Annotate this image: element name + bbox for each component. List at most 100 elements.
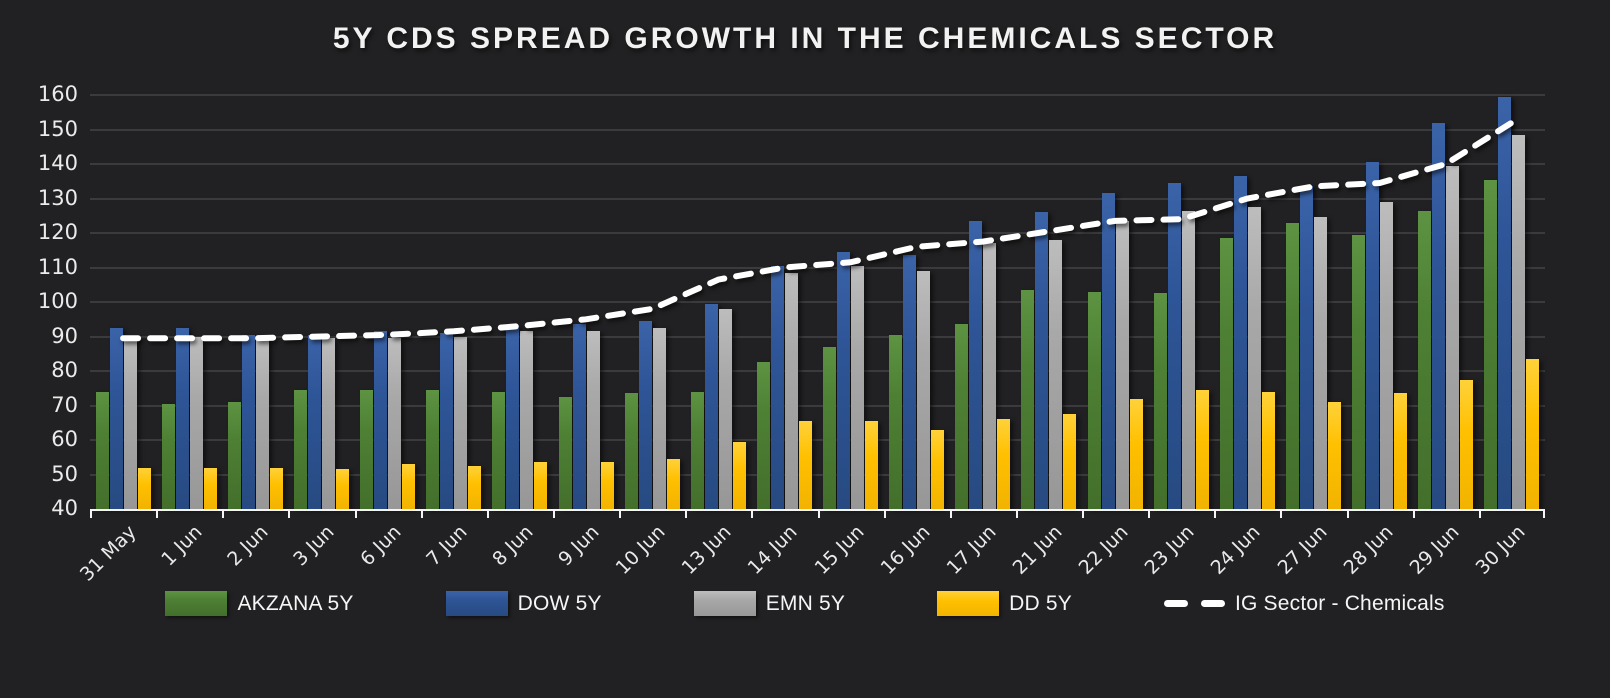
legend: AKZANA 5Y DOW 5Y EMN 5Y DD 5Y IG Sector - Ch… [0, 591, 1610, 616]
bar [997, 419, 1011, 509]
bar [1181, 210, 1195, 509]
legend-swatch [165, 591, 228, 616]
bar [586, 331, 600, 509]
bar [732, 441, 746, 509]
bar [1418, 210, 1432, 509]
bar [307, 334, 321, 509]
y-tick-label: 50 [51, 461, 78, 486]
legend-swatch [937, 591, 1000, 616]
y-tick-label: 60 [51, 427, 78, 451]
bar [1380, 201, 1394, 509]
x-axis-tick [222, 509, 225, 518]
bar [426, 389, 440, 509]
bar [558, 396, 572, 509]
y-tick-label: 100 [37, 289, 78, 313]
x-axis-tick [1148, 509, 1151, 518]
gridline [90, 335, 1545, 338]
bar [1460, 379, 1474, 509]
x-axis-tick [420, 509, 423, 518]
bar [506, 327, 520, 509]
bar [468, 465, 482, 509]
bar [203, 467, 217, 509]
x-axis-tick [1346, 509, 1349, 518]
bar [1247, 207, 1261, 509]
x-axis-tick [288, 509, 291, 518]
bar [690, 391, 704, 509]
gridline [90, 301, 1545, 303]
x-axis-tick [90, 509, 92, 518]
chart-title: 5Y CDS SPREAD GROWTH IN THE CHEMICALS SE… [332, 22, 1278, 55]
x-axis-tick [1082, 509, 1085, 518]
bar [718, 308, 732, 509]
gridline [90, 370, 1545, 372]
legend-swatch [693, 591, 756, 616]
y-tick-label: 90 [51, 323, 78, 348]
bar [600, 462, 614, 509]
x-axis-tick [1214, 509, 1217, 518]
bar [955, 324, 969, 509]
bar [1300, 186, 1314, 509]
legend-item: DD 5Y [937, 591, 1072, 616]
bar [269, 467, 283, 509]
x-axis-tick [1412, 509, 1415, 518]
y-tick-label: 150 [37, 116, 78, 141]
bar [175, 327, 189, 509]
bar [1352, 234, 1366, 509]
bar [1512, 134, 1526, 509]
bar [572, 324, 586, 509]
bar [770, 265, 784, 509]
gridline [90, 128, 1545, 131]
x-axis-tick [817, 509, 820, 518]
legend-label: IG Sector - Chemicals [1234, 591, 1445, 615]
x-axis-tick [1015, 509, 1018, 518]
bar [1101, 193, 1115, 509]
bar [865, 421, 879, 509]
bar [1314, 217, 1328, 509]
bar [335, 469, 349, 509]
bar [638, 320, 652, 509]
legend-dash-icon [1163, 600, 1225, 607]
bar [1063, 414, 1077, 509]
x-axis-tick [751, 509, 754, 518]
gridline [90, 404, 1545, 407]
bar [1446, 165, 1460, 509]
bar [1432, 122, 1446, 509]
x-axis-tick [1478, 509, 1481, 518]
gridline [90, 473, 1545, 476]
bar [851, 265, 865, 509]
bar [360, 389, 374, 509]
legend-swatch [445, 591, 508, 616]
bar [1049, 239, 1063, 509]
legend-item: IG Sector - Chemicals [1163, 591, 1445, 616]
bar [161, 403, 175, 509]
x-axis-tick [156, 509, 159, 518]
y-tick-label: 40 [51, 496, 78, 520]
bar [1153, 293, 1167, 509]
bar [137, 467, 151, 509]
bar [1261, 391, 1275, 509]
bar [109, 327, 123, 509]
bar [1286, 222, 1300, 509]
bar [1167, 182, 1181, 509]
legend-item: EMN 5Y [693, 591, 846, 616]
bar [1021, 289, 1035, 509]
bar [95, 391, 109, 509]
x-axis-tick [354, 509, 357, 518]
legend-label: EMN 5Y [765, 591, 846, 615]
bar [931, 429, 945, 509]
bar [321, 338, 335, 509]
bar [666, 458, 680, 509]
bar [255, 339, 269, 509]
legend-label: DOW 5Y [517, 591, 602, 615]
gridline [90, 163, 1545, 165]
y-tick-label: 110 [37, 254, 78, 279]
plot-area [90, 94, 1545, 518]
bar [1087, 291, 1101, 509]
bar [1195, 389, 1209, 509]
y-tick-label: 160 [37, 82, 78, 106]
bar [704, 303, 718, 509]
bar [374, 331, 388, 509]
bar [189, 336, 203, 509]
bar [454, 336, 468, 509]
bar [784, 272, 798, 509]
